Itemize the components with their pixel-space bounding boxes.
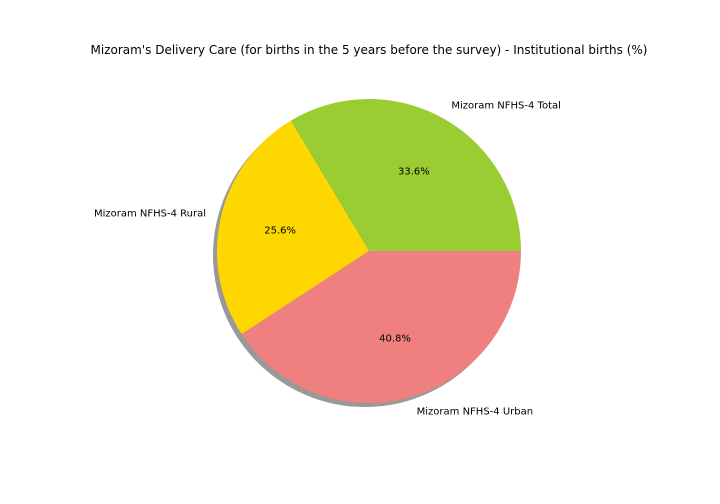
pct-label-mizoram-nfhs-4-total: 33.6% — [398, 167, 430, 178]
label-mizoram-nfhs-4-rural: Mizoram NFHS-4 Rural — [94, 209, 206, 220]
pie-slices — [216, 98, 521, 403]
label-mizoram-nfhs-4-urban: Mizoram NFHS-4 Urban — [417, 406, 533, 417]
slice-mizoram-nfhs-4-urban — [241, 251, 521, 403]
chart-title: Mizoram's Delivery Care (for births in t… — [91, 43, 648, 57]
pct-label-mizoram-nfhs-4-rural: 25.6% — [264, 226, 296, 237]
pct-label-mizoram-nfhs-4-urban: 40.8% — [379, 333, 411, 344]
label-mizoram-nfhs-4-total: Mizoram NFHS-4 Total — [451, 101, 561, 112]
slice-mizoram-nfhs-4-rural — [216, 120, 369, 335]
pie-labels: Mizoram NFHS-4 Total 33.6% Mizoram NFHS-4 … — [94, 101, 561, 418]
slice-mizoram-nfhs-4-total — [290, 98, 521, 251]
